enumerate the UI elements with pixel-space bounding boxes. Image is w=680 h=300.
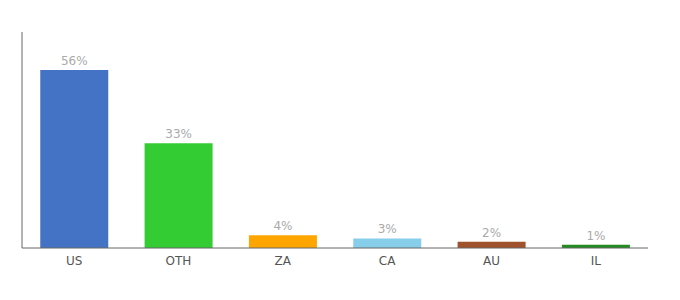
svg-text:2%: 2% bbox=[482, 226, 501, 240]
svg-text:AU: AU bbox=[483, 254, 500, 268]
svg-text:3%: 3% bbox=[378, 222, 397, 236]
svg-text:1%: 1% bbox=[586, 229, 605, 243]
svg-text:56%: 56% bbox=[61, 54, 88, 68]
svg-text:ZA: ZA bbox=[275, 254, 292, 268]
svg-text:4%: 4% bbox=[273, 219, 292, 233]
svg-text:33%: 33% bbox=[165, 127, 192, 141]
svg-text:US: US bbox=[66, 254, 82, 268]
svg-text:OTH: OTH bbox=[166, 254, 192, 268]
svg-text:CA: CA bbox=[379, 254, 396, 268]
svg-text:IL: IL bbox=[591, 254, 602, 268]
